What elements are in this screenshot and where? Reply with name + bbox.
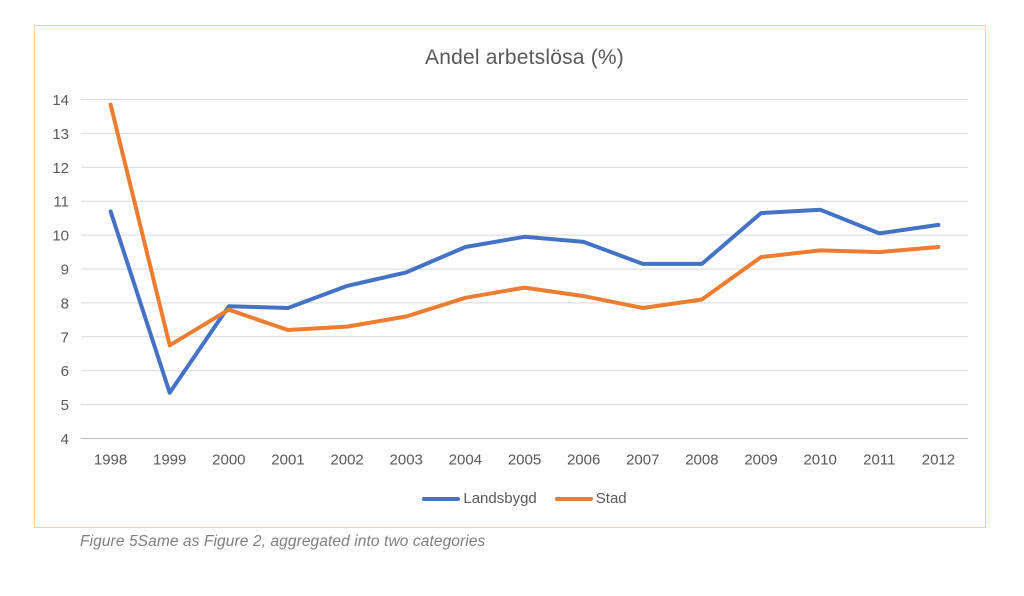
x-tick-label: 2004 [449, 452, 482, 469]
chart-frame: Andel arbetslösa (%) 4 5 6 7 8 9 10 11 12 13 14 199… [34, 25, 986, 528]
legend-line-swatch-icon [422, 496, 461, 501]
y-tick-label: 9 [61, 262, 69, 279]
y-tick-label: 10 [52, 228, 69, 245]
legend-item-landsbygd: Landsbygd [422, 490, 537, 507]
y-tick-label: 7 [61, 329, 69, 346]
x-tick-label: 2006 [567, 452, 600, 469]
legend-label: Stad [595, 490, 627, 507]
x-tick-label: 2001 [271, 452, 304, 469]
y-tick-label: 4 [61, 431, 69, 448]
chart-title: Andel arbetslösa (%) [425, 46, 624, 69]
x-tick-label: 1998 [94, 452, 127, 469]
y-tick-label: 11 [53, 194, 69, 211]
x-tick-label: 2007 [626, 452, 659, 469]
x-tick-label: 2012 [922, 452, 955, 469]
y-tick-label: 14 [52, 92, 69, 109]
legend: Landsbygd Stad [81, 490, 968, 507]
y-tick-label: 5 [61, 397, 69, 414]
x-tick-label: 2008 [685, 452, 718, 469]
legend-item-stad: Stad [554, 490, 627, 507]
y-tick-label: 12 [52, 160, 69, 177]
x-tick-label: 2000 [212, 452, 245, 469]
series-line-landsbygd [108, 207, 941, 395]
legend-label: Landsbygd [463, 490, 537, 507]
x-tick-label: 2010 [803, 452, 836, 469]
x-tick-label: 2005 [508, 452, 541, 469]
x-tick-label: 1999 [153, 452, 186, 469]
x-tick-label: 2003 [390, 452, 423, 469]
x-tick-label: 2011 [863, 452, 895, 469]
figure-caption: Figure 5Same as Figure 2, aggregated int… [80, 533, 486, 550]
series-line-stad [108, 102, 941, 348]
plot-area: 4 5 6 7 8 9 10 11 12 13 14 1998 1999 2000 2001 2002 2003… [52, 92, 968, 469]
legend-line-swatch-icon [554, 496, 593, 501]
y-tick-label: 13 [52, 126, 69, 143]
x-tick-label: 2002 [330, 452, 363, 469]
y-tick-label: 8 [61, 295, 69, 312]
y-tick-label: 6 [61, 363, 69, 380]
x-tick-label: 2009 [744, 452, 777, 469]
